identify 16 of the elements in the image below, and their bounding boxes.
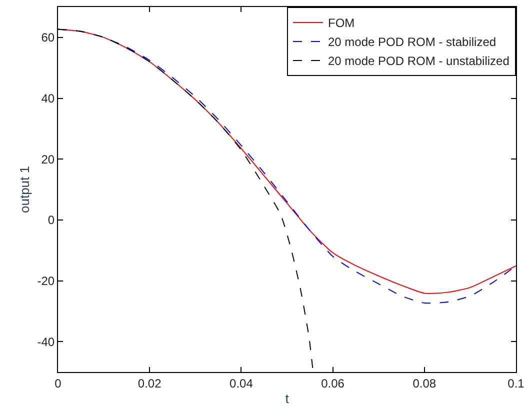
y-tick-label: -20 [37, 274, 55, 288]
y-tick-label: 40 [41, 91, 55, 106]
y-tick-label: 60 [41, 30, 55, 45]
y-tick-label: -40 [37, 334, 55, 349]
x-tick-label: 0.08 [412, 376, 436, 390]
y-tick-label: 0 [48, 213, 55, 228]
x-tick-label: 0.06 [321, 376, 345, 390]
legend-label: 20 mode POD ROM - unstabilized [328, 54, 510, 68]
x-tick-label: 0.04 [230, 376, 254, 390]
legend-label: 20 mode POD ROM - stabilized [328, 35, 496, 50]
y-axis-title: output 1 [17, 166, 32, 213]
x-tick-label: 0.1 [508, 376, 525, 390]
x-axis-title: t [285, 391, 290, 406]
legend-label: FOM [328, 16, 355, 30]
y-tick-label: 20 [41, 152, 55, 166]
x-tick-label: 0.02 [138, 376, 162, 390]
